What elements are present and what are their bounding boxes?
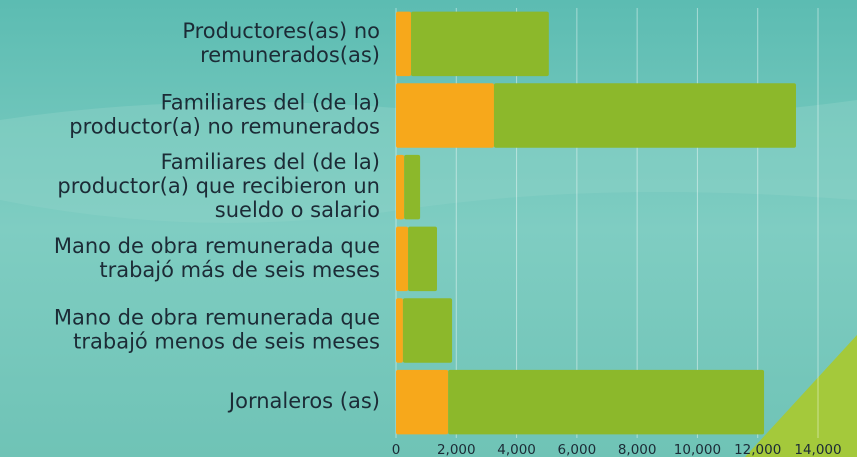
bar-segment (396, 83, 494, 148)
bar-segment (402, 298, 453, 363)
bar-segment (408, 226, 437, 292)
category-label: Mano de obra remunerada que trabajó menos… (54, 306, 380, 354)
grid (395, 8, 819, 438)
category-label: Jornaleros (as) (227, 389, 380, 413)
labels: 0 2,000 4,000 6,000 8,000 10,000 12,000 14,000 P… (54, 19, 842, 457)
bar-segment (396, 369, 449, 435)
category-label: Familiares del (de la) productor(a) que r… (57, 150, 380, 222)
x-tick-label: 0 (392, 442, 401, 457)
bar-segment (396, 298, 403, 363)
category-label: Mano de obra remunerada que trabajó más d… (54, 234, 380, 282)
bar-segment (396, 11, 412, 77)
bar-segment (396, 226, 409, 292)
bar-segment (404, 154, 421, 220)
bars (396, 11, 796, 435)
corner-triangle (745, 335, 857, 457)
x-tick-label: 14,000 (794, 442, 841, 457)
bar-segment (411, 11, 549, 77)
x-tick-label: 10,000 (674, 442, 721, 457)
x-tick-label: 6,000 (558, 442, 597, 457)
x-tick-label: 8,000 (618, 442, 657, 457)
x-tick-label: 12,000 (734, 442, 781, 457)
bar-segment (396, 154, 405, 220)
x-tick-label: 4,000 (497, 442, 536, 457)
bar-segment (493, 83, 796, 148)
x-tick-label: 2,000 (437, 442, 476, 457)
category-label: Familiares del (de la) productor(a) no re… (69, 91, 380, 139)
bar-segment (448, 369, 765, 435)
category-label: Productores(as) no remunerados(as) (182, 19, 380, 67)
